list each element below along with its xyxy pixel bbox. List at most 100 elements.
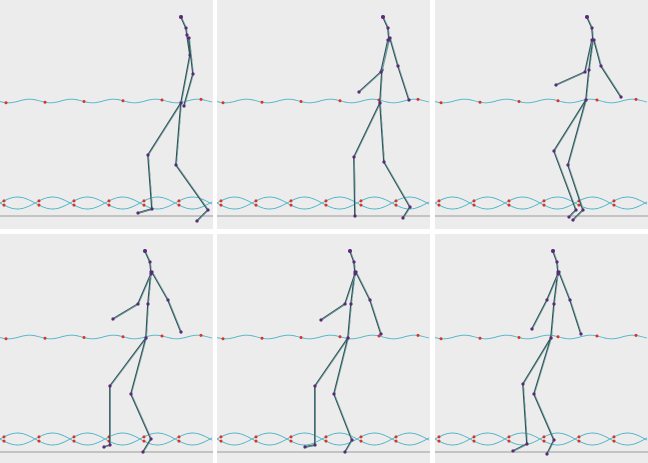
- keyframe-dot: [2, 203, 6, 207]
- skeleton-spine: [144, 250, 151, 263]
- skeleton-leg-right: [402, 206, 411, 219]
- skeleton-spine: [145, 303, 149, 339]
- keyframe-dot: [472, 435, 476, 439]
- keyframe-dot: [289, 435, 293, 439]
- keyframe-dot: [142, 439, 146, 443]
- joint-marker: [187, 36, 191, 40]
- keyframe-dot: [107, 199, 111, 203]
- keyframe-dot: [634, 97, 638, 101]
- joint-marker: [388, 36, 392, 40]
- skeleton-arm-right: [593, 39, 602, 67]
- skeleton-arm-right: [188, 37, 194, 75]
- joint-marker: [319, 318, 323, 322]
- keyframe-dot: [394, 435, 398, 439]
- keyframe-dot: [394, 439, 398, 443]
- keyframe-dot: [439, 101, 443, 105]
- joint-marker: [566, 163, 570, 167]
- keyframe-dot: [289, 439, 293, 443]
- keyframe-dot: [199, 333, 203, 337]
- joint-marker: [108, 443, 112, 447]
- keyframe-dot: [595, 334, 599, 338]
- keyframe-dot: [359, 203, 363, 207]
- joint-marker: [136, 302, 140, 306]
- foot-trajectory-curve-right: [217, 432, 430, 446]
- keyframe-dot: [595, 98, 599, 102]
- joint-marker: [141, 450, 145, 454]
- keyframe-dot: [359, 439, 363, 443]
- keyframe-dot: [37, 199, 41, 203]
- skeleton-head: [551, 249, 555, 253]
- skeleton-leg-left: [553, 99, 587, 152]
- keyframe-dot: [612, 203, 616, 207]
- frame-panel-4: [0, 234, 213, 463]
- skeleton-arm-right: [600, 65, 622, 98]
- skeleton-leg-right: [379, 102, 385, 163]
- joint-marker: [386, 26, 390, 30]
- skeleton-spine: [556, 261, 559, 273]
- joint-marker: [511, 449, 515, 453]
- skeleton-head: [381, 15, 385, 19]
- skeleton-arm-left: [546, 273, 559, 301]
- foot-trajectory-curve-right: [0, 432, 213, 446]
- keyframe-dot: [542, 435, 546, 439]
- foot-trajectory-curve-right: [435, 432, 648, 446]
- skeleton-spine: [149, 261, 152, 273]
- keyframe-dot: [577, 203, 581, 207]
- skeleton-leg-right: [196, 209, 209, 222]
- keyframe-dot: [478, 336, 482, 340]
- keyframe-dot: [507, 439, 511, 443]
- keyframe-dot: [542, 439, 546, 443]
- joint-marker: [179, 330, 183, 334]
- keyframe-dot: [394, 203, 398, 207]
- keyframe-dot: [177, 435, 181, 439]
- skeleton-spine: [180, 54, 191, 104]
- joint-marker: [185, 33, 189, 37]
- keyframe-dot: [177, 439, 181, 443]
- keyframe-dot: [507, 199, 511, 203]
- frame-canvas: [217, 15, 430, 220]
- skeleton-arm-left: [380, 39, 389, 73]
- skeleton-arm-right: [167, 299, 182, 333]
- joint-marker: [552, 302, 556, 306]
- joint-marker: [182, 104, 186, 108]
- joint-marker: [174, 163, 178, 167]
- keyframe-dot: [72, 435, 76, 439]
- skeleton-arm-left: [584, 39, 593, 73]
- skeleton-spine: [180, 16, 187, 29]
- skeleton-arm-right: [151, 271, 169, 301]
- skeleton-head: [348, 249, 352, 253]
- joint-marker: [521, 382, 525, 386]
- joint-marker: [568, 298, 572, 302]
- skeleton-leg-right: [567, 164, 584, 211]
- joint-marker: [352, 260, 356, 264]
- skeleton-spine: [588, 39, 594, 71]
- joint-marker: [368, 298, 372, 302]
- keyframe-dot: [517, 336, 521, 339]
- keyframe-dot: [160, 98, 164, 102]
- joint-marker: [378, 101, 382, 105]
- keyframe-dot: [324, 439, 328, 443]
- joint-marker: [599, 64, 603, 68]
- keyframe-dot: [437, 199, 441, 203]
- joint-marker: [149, 437, 153, 441]
- joint-marker: [353, 214, 357, 218]
- keyframe-dot: [577, 435, 581, 439]
- skeleton-arm-right: [355, 271, 371, 301]
- keyframe-dot: [289, 199, 293, 203]
- keyframe-dot: [219, 199, 223, 203]
- keyframe-dot: [324, 435, 328, 439]
- keyframe-dot: [199, 97, 203, 101]
- keyframe-dot: [107, 203, 111, 207]
- joint-marker: [343, 450, 347, 454]
- keyframe-dot: [254, 435, 258, 439]
- skeleton-leg-left: [147, 154, 153, 210]
- keyframe-dot: [142, 435, 146, 439]
- joint-marker: [313, 443, 317, 447]
- skeleton-arm-right: [369, 299, 382, 335]
- joint-marker: [332, 392, 336, 396]
- joint-marker: [148, 260, 152, 264]
- joint-marker: [574, 208, 578, 212]
- keyframe-dot: [72, 199, 76, 203]
- foot-trajectory-curve-right: [435, 196, 648, 210]
- joint-marker: [136, 211, 140, 215]
